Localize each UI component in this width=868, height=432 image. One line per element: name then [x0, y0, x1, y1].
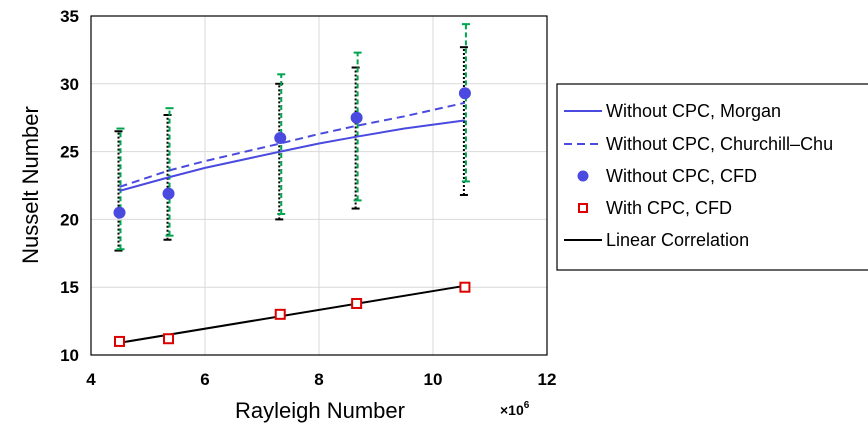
- cfd-with-cpc-point: [351, 297, 363, 309]
- x-tick-label: 12: [538, 370, 557, 389]
- cfd-without-cpc-point: [350, 111, 363, 124]
- legend-label: Without CPC, Churchill–Chu: [606, 134, 833, 154]
- legend-label: Without CPC, CFD: [606, 166, 757, 186]
- cfd-with-cpc-point: [274, 308, 286, 320]
- plot-area: [113, 23, 471, 347]
- cfd-without-cpc-point: [274, 132, 287, 145]
- x-multiplier-base: ×10: [500, 402, 524, 418]
- legend-swatch-circle: [577, 170, 589, 182]
- plot-frame: [90, 15, 548, 356]
- legend-swatch-square: [578, 203, 588, 213]
- legend-label: Without CPC, Morgan: [606, 101, 781, 121]
- x-tick-label: 6: [200, 370, 209, 389]
- y-tick-label: 10: [60, 346, 79, 365]
- series-line-morgan: [119, 119, 466, 192]
- y-tick-label: 25: [60, 143, 79, 162]
- legend: Without CPC, Morgan Without CPC, Churchil…: [556, 83, 868, 271]
- cfd-with-cpc-point: [163, 333, 175, 345]
- series-line-linear-correlation: [119, 284, 466, 344]
- legend-label: Linear Correlation: [606, 230, 749, 250]
- x-tick-label: 4: [86, 370, 96, 389]
- cfd-without-cpc-point: [458, 87, 471, 100]
- cfd-without-cpc-point: [113, 206, 126, 219]
- series-line-churchill-chu: [119, 101, 466, 188]
- x-tick-label: 8: [314, 370, 323, 389]
- grid: [90, 15, 548, 356]
- cfd-without-cpc-point: [162, 187, 175, 200]
- cfd-with-cpc-point: [114, 335, 125, 347]
- cfd-with-cpc-point: [459, 281, 471, 293]
- x-tick-label: 10: [424, 370, 443, 389]
- x-axis-title: Rayleigh Number: [235, 398, 405, 423]
- legend-box: [556, 83, 868, 271]
- legend-label: With CPC, CFD: [606, 198, 732, 218]
- y-tick-label: 30: [60, 75, 79, 94]
- y-tick-label: 20: [60, 210, 79, 229]
- x-multiplier-exponent: 6: [524, 400, 530, 411]
- y-axis-title: Nusselt Number: [18, 106, 43, 264]
- x-axis-multiplier: ×106: [500, 400, 530, 418]
- y-tick-label: 15: [60, 278, 79, 297]
- y-tick-label: 35: [60, 7, 79, 26]
- tick-labels: 4 6 8 10 12 10 15 20 25 30 35: [60, 7, 556, 389]
